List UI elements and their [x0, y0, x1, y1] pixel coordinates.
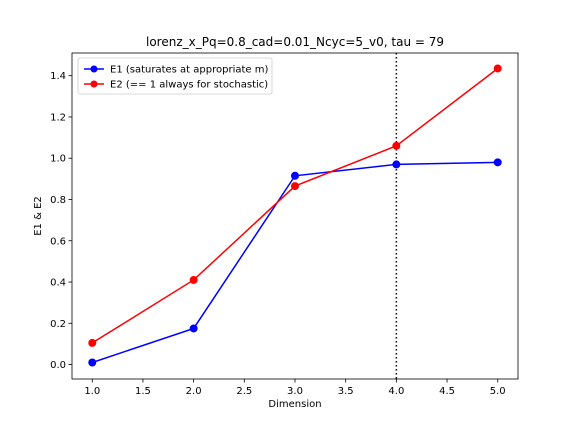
legend-label-2: E2 (== 1 always for stochastic) [110, 80, 268, 91]
series-2-point [392, 141, 401, 150]
x-tick-label: 1.5 [135, 386, 151, 397]
x-axis-label: Dimension [268, 399, 321, 410]
series-1-point [392, 160, 401, 169]
y-tick-label: 0.0 [50, 360, 66, 371]
series-1-point [493, 158, 502, 167]
axes-frame [71, 52, 519, 380]
y-tick-label: 1.2 [50, 112, 66, 123]
series-2-point [189, 275, 198, 284]
series-1-point [88, 358, 97, 367]
y-tick-label: 0.4 [50, 278, 66, 289]
series-1-point [189, 324, 198, 333]
series-line-2 [91, 67, 499, 344]
x-tick-label: 2.5 [236, 386, 252, 397]
legend-label-1: E1 (saturates at appropriate m) [110, 65, 268, 76]
x-tick-label: 4.5 [439, 386, 455, 397]
x-tick-label: 5.0 [490, 386, 506, 397]
x-tick-label: 3.5 [338, 386, 354, 397]
y-tick-label: 0.6 [50, 236, 66, 247]
y-tick-label: 0.2 [50, 319, 66, 330]
x-tick-label: 2.0 [186, 386, 202, 397]
plot-area: 1.0 1.5 2.0 2.5 3.0 3.5 4.0 4.5 5.0 0.0 0.2 0.4 0.6 0… [50, 52, 519, 397]
series-line-1 [92, 161, 498, 364]
x-tick-label: 1.0 [84, 386, 100, 397]
series-2-point [493, 64, 502, 73]
chart-title: lorenz_x_Pq=0.8_cad=0.01_Ncyc=5_v0, tau … [146, 35, 444, 49]
legend-swatch-marker-2 [90, 80, 98, 88]
x-tick-label: 4.0 [388, 386, 404, 397]
series-2-point [291, 182, 299, 191]
series-1-point [291, 171, 299, 180]
legend-swatch-marker-1 [90, 65, 98, 73]
y-tick-label: 1.4 [50, 71, 66, 82]
y-tick-label: 0.8 [50, 195, 66, 206]
y-axis-label: E1 & E2 [33, 196, 44, 236]
y-tick-label: 1.0 [50, 154, 66, 165]
series-2-point [88, 338, 97, 347]
legend-box [77, 57, 273, 95]
x-tick-label: 3.0 [287, 386, 303, 397]
